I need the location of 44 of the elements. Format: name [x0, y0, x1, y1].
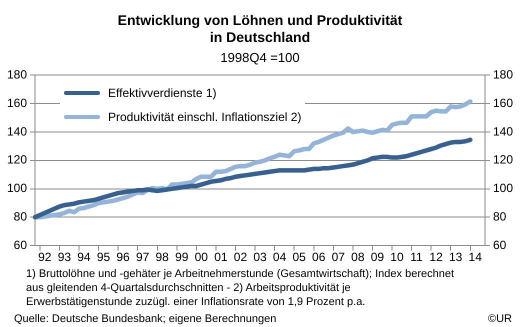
source-note: Quelle: Deutsche Bundesbank; eigene Berechnungen: [14, 313, 276, 325]
y-tick-label: 120: [6, 152, 28, 167]
chart-subtitle: 1998Q4 =100: [219, 50, 301, 65]
x-tick-label: 02: [234, 250, 248, 264]
y-tick-label: 140: [6, 124, 28, 138]
y-tick-label: 180: [6, 68, 28, 82]
y2-tick-label: 100: [492, 181, 514, 196]
y-tick-label: 80: [14, 210, 28, 224]
x-tick-label: 13: [448, 250, 463, 264]
text: ©UR: [488, 313, 512, 325]
x-tick-label: 07: [332, 250, 346, 264]
x-tick-label: 99: [175, 250, 189, 264]
x-tick-label: 95: [96, 250, 110, 264]
chart-title: Entwicklung von Löhnen und Produktivität in Deutschland: [116, 11, 404, 46]
y2-tick-label: 140: [492, 124, 514, 138]
x-tick-label: 92: [38, 250, 52, 264]
x-tick-label: 08: [351, 250, 365, 264]
y2-tick-label: 60: [492, 238, 507, 252]
x-tick-label: 96: [116, 250, 130, 264]
x-tick-label: 05: [292, 250, 306, 264]
y2-tick-label: 80: [492, 210, 507, 224]
y2-tick-label: 180: [492, 68, 514, 82]
x-tick-label: 94: [77, 250, 91, 264]
y-tick-label: 100: [6, 181, 28, 196]
x-tick-label: 06: [312, 250, 326, 264]
x-tick-label: 03: [253, 250, 267, 264]
x-tick-label: 98: [156, 250, 170, 264]
legend-label: Produktivität einschl. Inflationsziel 2): [108, 110, 302, 124]
x-tick-label: 93: [58, 250, 72, 264]
x-tick-label: 01: [214, 250, 228, 264]
x-tick-label: 00: [194, 250, 208, 264]
x-tick-label: 04: [272, 250, 287, 264]
y2-tick-label: 160: [492, 96, 514, 110]
y-tick-label: 60: [14, 238, 28, 252]
x-tick-label: 14: [468, 250, 482, 264]
legend-label: Effektivverdienste 1): [108, 86, 216, 100]
x-tick-label: 12: [429, 250, 444, 264]
y2-tick-label: 120: [492, 152, 514, 167]
text: 1) Bruttolöhne und -gehäter je Arbeitnehmerstunde (Gesamtwirtschaft); Index berechnet aus gleitenden 4-Quartalsdurchschnitten - 2) Arbeitsproduktivität je Erwerbstätigenstunde zuzügl. einer Inflationsrate von 1,9 Prozent p.a.: [25, 267, 456, 309]
x-tick-label: 97: [136, 250, 150, 264]
x-tick-label: 11: [410, 250, 424, 264]
y-tick-label: 160: [6, 96, 28, 110]
x-tick-label: 09: [370, 250, 384, 264]
x-tick-label: 10: [390, 250, 404, 264]
